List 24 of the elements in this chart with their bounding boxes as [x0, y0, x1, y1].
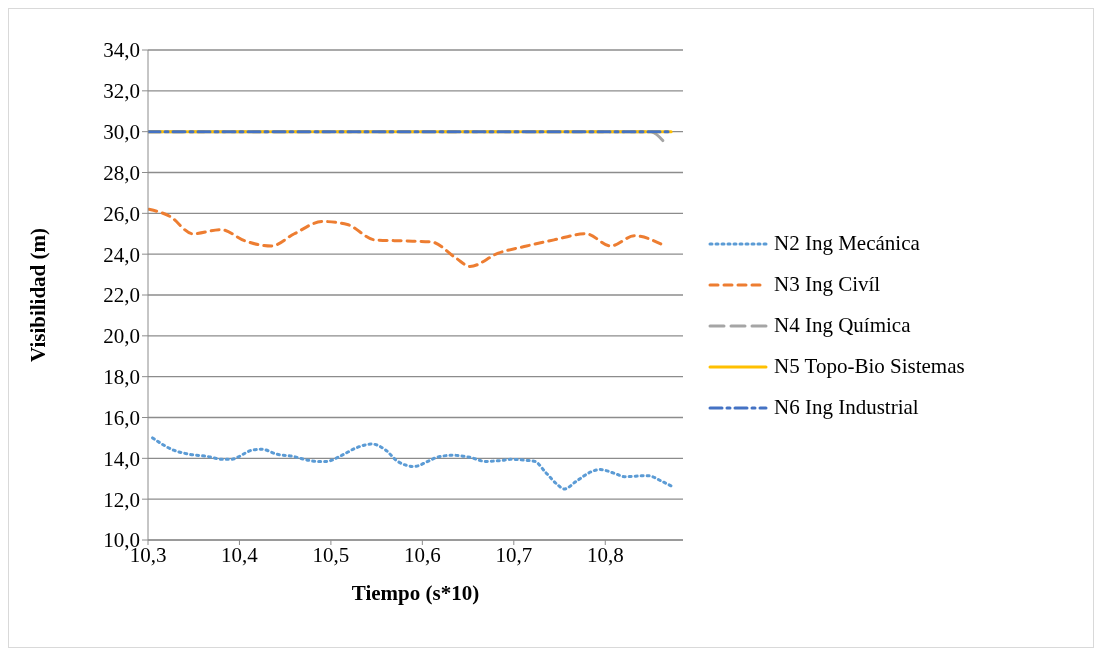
y-tick-label: 32,0	[103, 79, 140, 104]
y-tick-label: 16,0	[103, 405, 140, 430]
y-axis-title: Visibilidad (m)	[26, 228, 51, 362]
legend-label: N3 Ing Civíl	[774, 272, 881, 297]
x-tick-label: 10,6	[403, 542, 441, 567]
legend-label: N5 Topo-Bio Sistemas	[774, 354, 965, 379]
y-tick-label: 20,0	[103, 324, 140, 349]
y-tick-label: 22,0	[103, 283, 140, 308]
y-tick-label: 24,0	[103, 242, 140, 267]
legend-label: N4 Ing Química	[774, 313, 911, 338]
x-tick-label: 10,5	[312, 542, 350, 567]
y-tick-label: 12,0	[103, 487, 140, 512]
x-tick-label: 10,4	[221, 542, 259, 567]
y-tick-label: 18,0	[103, 365, 140, 390]
y-tick-label: 14,0	[103, 446, 140, 471]
y-tick-label: 26,0	[103, 201, 140, 226]
legend-label: N2 Ing Mecánica	[774, 231, 920, 256]
x-tick-label: 10,8	[586, 542, 624, 567]
y-tick-label: 30,0	[103, 120, 140, 145]
x-axis-title: Tiempo (s*10)	[351, 581, 480, 605]
y-tick-label: 34,0	[103, 38, 140, 63]
legend-label: N6 Ing Industrial	[774, 395, 919, 420]
x-tick-label: 10,7	[495, 542, 533, 567]
y-tick-label: 28,0	[103, 160, 140, 185]
